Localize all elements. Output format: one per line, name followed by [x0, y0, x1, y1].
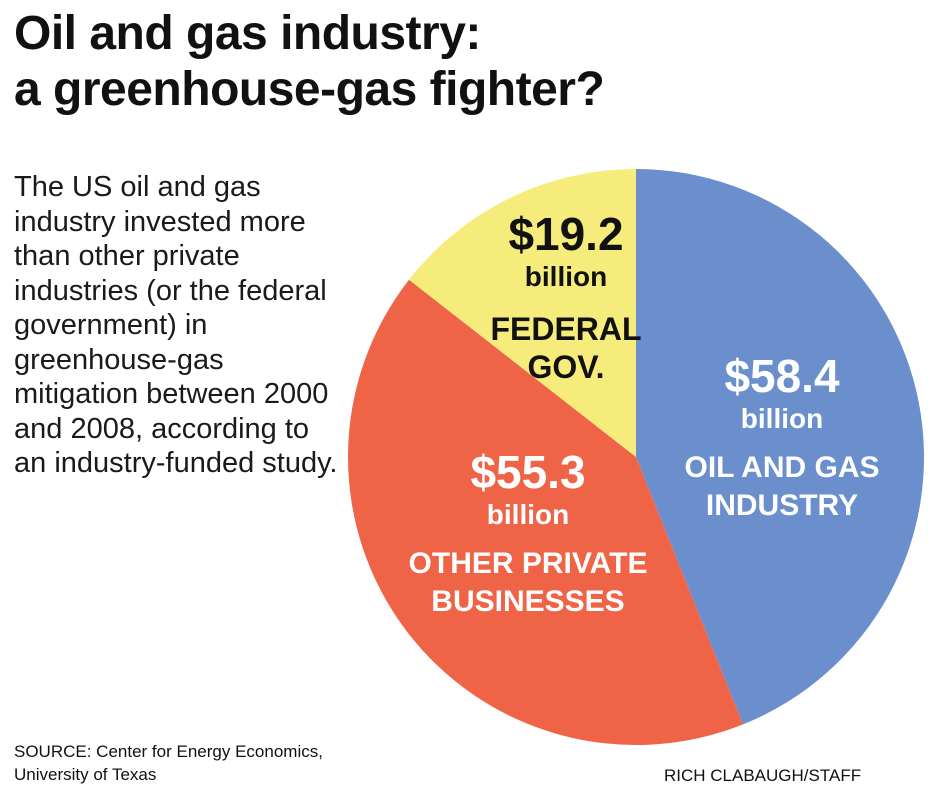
- pie-slice-1: [636, 169, 925, 725]
- chart-title: Oil and gas industry: a greenhouse-gas f…: [14, 6, 605, 118]
- pie-slice-3: [409, 169, 636, 457]
- slice-name-label: FEDERAL: [490, 311, 641, 347]
- slice-unit-label: billion: [487, 499, 569, 530]
- slice-unit-label: billion: [741, 403, 823, 434]
- slice-unit-label: billion: [525, 261, 607, 292]
- slice-value-label: $55.3: [470, 446, 585, 498]
- slice-name-label: BUSINESSES: [431, 585, 624, 618]
- slice-name-label: OIL AND GAS: [684, 451, 879, 484]
- source-line-2: University of Texas: [14, 765, 157, 784]
- credit: RICH CLABAUGH/STAFF: [664, 766, 862, 785]
- source-note: SOURCE: Center for Energy Economics, Uni…: [14, 740, 323, 786]
- title-line-2: a greenhouse-gas fighter?: [14, 63, 605, 116]
- pie-slice-2: [348, 279, 743, 745]
- source-line-1: SOURCE: Center for Energy Economics,: [14, 742, 323, 761]
- slice-name-label: GOV.: [527, 349, 604, 385]
- description: The US oil and gas industry invested mor…: [14, 171, 338, 479]
- title-line-1: Oil and gas industry:: [14, 7, 481, 60]
- slice-name-label: INDUSTRY: [706, 489, 858, 522]
- slice-value-label: $19.2: [508, 208, 623, 260]
- slice-name-label: OTHER PRIVATE: [409, 547, 648, 580]
- slice-value-label: $58.4: [724, 350, 840, 402]
